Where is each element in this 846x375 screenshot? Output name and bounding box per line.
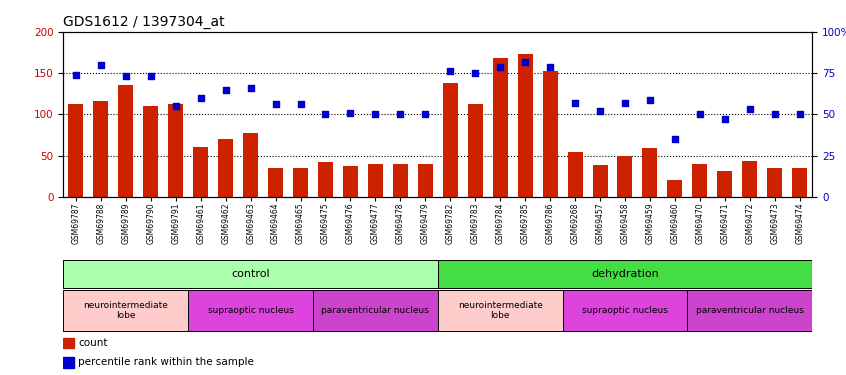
Bar [492, 58, 508, 197]
Text: dehydration: dehydration [591, 269, 659, 279]
Bar [143, 106, 158, 197]
Text: GDS1612 / 1397304_at: GDS1612 / 1397304_at [63, 15, 225, 30]
Point [618, 100, 632, 106]
Text: paraventricular nucleus: paraventricular nucleus [695, 306, 804, 315]
Point [519, 58, 532, 64]
Point [718, 116, 732, 122]
Text: neurointermediate
lobe: neurointermediate lobe [84, 301, 168, 320]
Point [793, 111, 806, 117]
Bar [468, 105, 483, 197]
Point [443, 69, 457, 75]
Text: neurointermediate
lobe: neurointermediate lobe [458, 301, 542, 320]
Bar [642, 148, 657, 197]
Bar [343, 165, 358, 197]
Point [369, 111, 382, 117]
Bar [313, 290, 437, 331]
Point [94, 62, 107, 68]
Bar [418, 164, 433, 197]
Bar [717, 171, 733, 197]
Bar [393, 164, 408, 197]
Text: paraventricular nucleus: paraventricular nucleus [321, 306, 430, 315]
Point [269, 102, 283, 108]
Point [493, 63, 507, 69]
Point [244, 85, 257, 91]
Bar [592, 165, 607, 197]
Bar [437, 290, 563, 331]
Point [319, 111, 332, 117]
Point [543, 63, 557, 69]
Bar [243, 132, 258, 197]
Point [194, 95, 207, 101]
Bar [792, 168, 807, 197]
Point [469, 70, 482, 76]
Bar [437, 260, 812, 288]
Bar [63, 357, 74, 368]
Bar [368, 164, 383, 197]
Bar [568, 152, 583, 197]
Bar [687, 290, 812, 331]
Point [693, 111, 706, 117]
Point [169, 103, 183, 109]
Point [419, 111, 432, 117]
Bar [268, 168, 283, 197]
Point [668, 136, 682, 142]
Bar [118, 86, 134, 197]
Point [569, 100, 582, 106]
Text: control: control [231, 269, 270, 279]
Point [69, 72, 83, 78]
Text: supraoptic nucleus: supraoptic nucleus [207, 306, 294, 315]
Point [219, 87, 233, 93]
Bar [218, 139, 233, 197]
Bar [193, 147, 208, 197]
Bar [293, 168, 308, 197]
Point [393, 111, 407, 117]
Bar [618, 156, 633, 197]
Bar [518, 54, 533, 197]
Bar [168, 104, 184, 197]
Bar [63, 338, 74, 348]
Bar [692, 164, 707, 197]
Bar [63, 290, 188, 331]
Point [119, 74, 133, 80]
Bar [69, 104, 84, 197]
Point [743, 106, 756, 112]
Bar [442, 83, 458, 197]
Bar [542, 70, 558, 197]
Point [294, 102, 307, 108]
Point [343, 110, 357, 116]
Bar [742, 161, 757, 197]
Point [144, 74, 157, 80]
Bar [563, 290, 687, 331]
Bar [318, 162, 333, 197]
Text: count: count [79, 338, 108, 348]
Point [593, 108, 607, 114]
Point [643, 96, 656, 102]
Bar [767, 168, 783, 197]
Bar [63, 260, 437, 288]
Bar [188, 290, 313, 331]
Text: supraoptic nucleus: supraoptic nucleus [582, 306, 668, 315]
Point [768, 111, 782, 117]
Text: percentile rank within the sample: percentile rank within the sample [79, 357, 255, 367]
Bar [667, 180, 683, 197]
Bar [93, 101, 108, 197]
